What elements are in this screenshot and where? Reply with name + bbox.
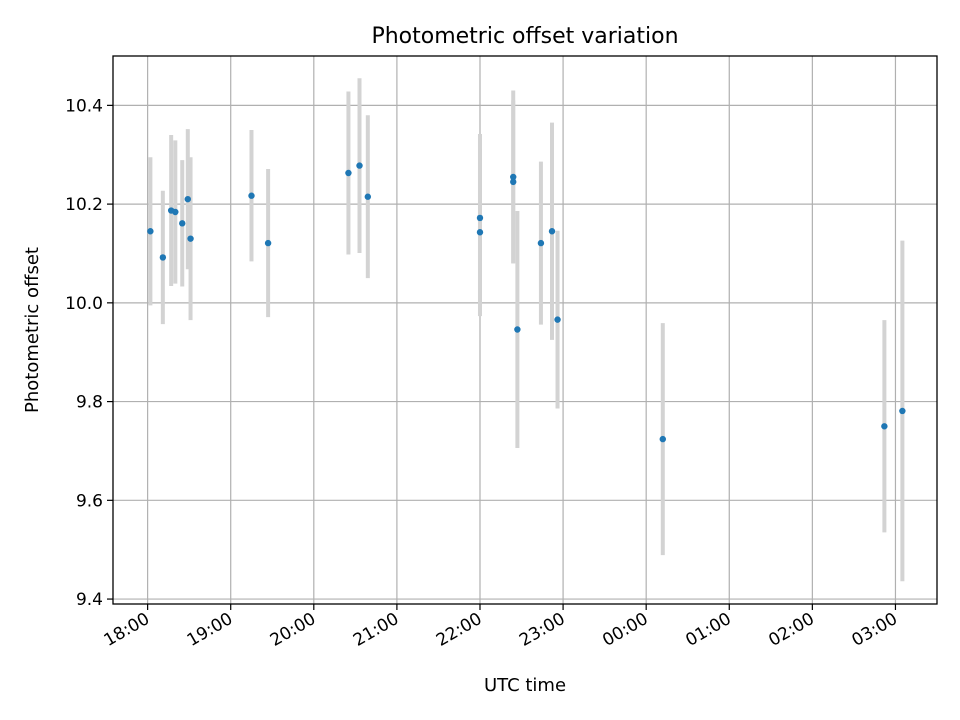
data-point xyxy=(881,423,888,430)
data-point xyxy=(264,239,272,247)
y-tick-label: 9.6 xyxy=(76,491,103,511)
data-point xyxy=(899,407,906,415)
data-point xyxy=(510,178,517,186)
data-points xyxy=(147,162,906,443)
data-point xyxy=(548,228,556,235)
data-point xyxy=(476,229,484,236)
chart-title: Photometric offset variation xyxy=(371,24,678,49)
y-tick-label: 10.4 xyxy=(65,96,103,116)
y-axis-label: Photometric offset xyxy=(22,247,43,413)
data-point xyxy=(172,208,179,216)
data-point xyxy=(179,220,186,227)
x-axis-label: UTC time xyxy=(484,675,566,696)
y-tick-label: 10.0 xyxy=(65,294,103,314)
data-point xyxy=(364,193,372,200)
data-point xyxy=(510,173,517,181)
data-point xyxy=(187,235,194,242)
data-point xyxy=(356,162,363,169)
data-point xyxy=(476,214,484,222)
y-tick-label: 9.8 xyxy=(76,393,103,413)
y-tick-label: 10.2 xyxy=(65,195,103,215)
data-point xyxy=(184,195,191,203)
grid xyxy=(113,56,937,604)
data-point xyxy=(345,169,352,177)
plot-frame xyxy=(112,55,938,605)
data-point xyxy=(147,228,154,235)
data-point xyxy=(514,326,521,333)
data-point xyxy=(659,435,666,443)
data-point xyxy=(554,316,561,323)
data-point xyxy=(248,192,255,199)
data-point xyxy=(537,239,545,247)
data-point xyxy=(159,254,167,261)
y-tick-label: 9.4 xyxy=(76,590,103,610)
